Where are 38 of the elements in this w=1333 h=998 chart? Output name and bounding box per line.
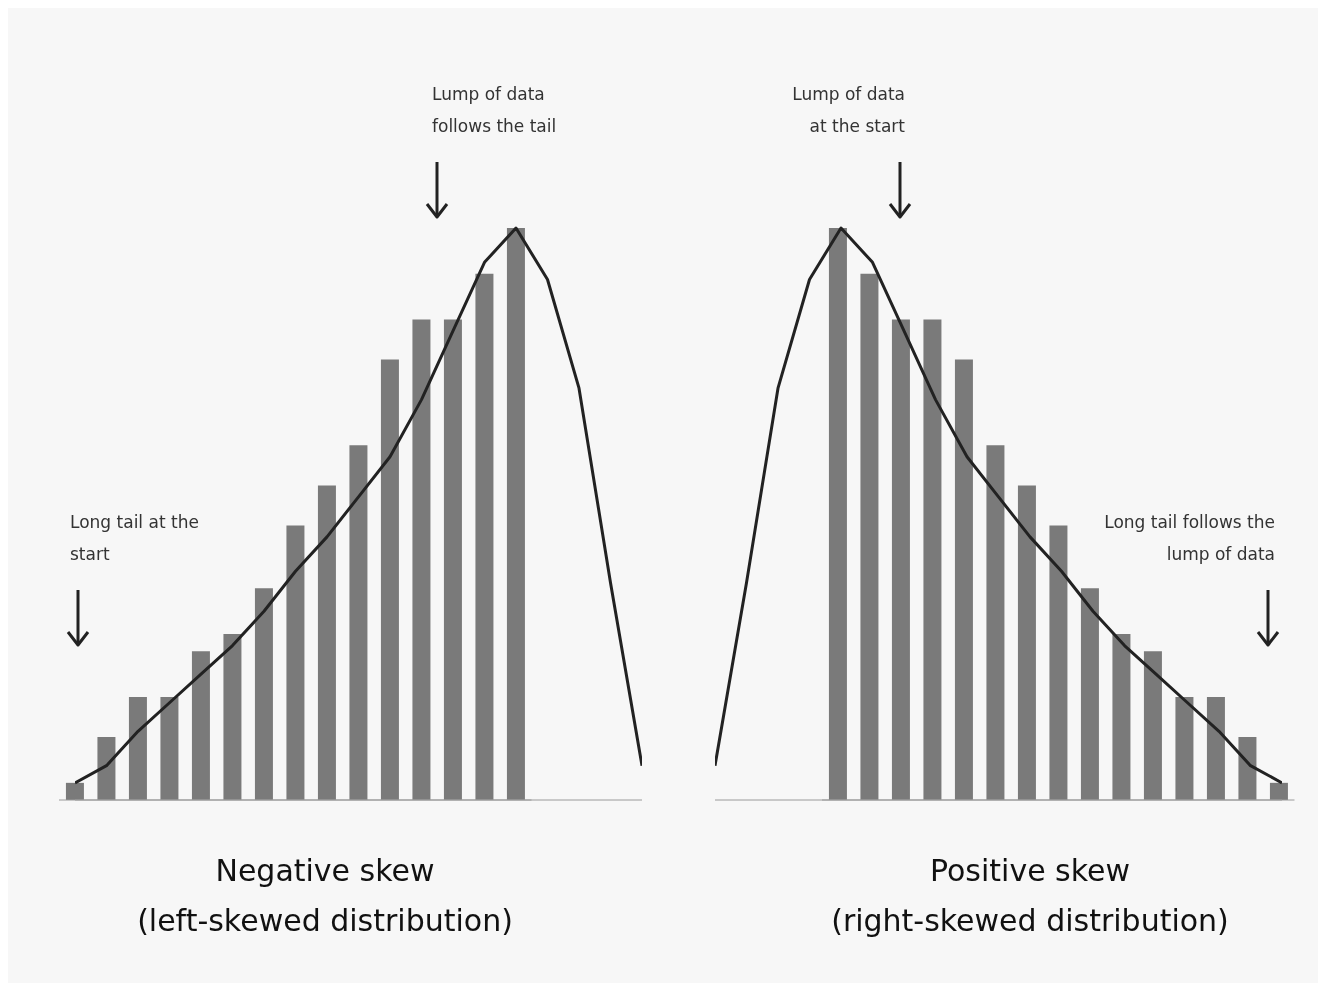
bar xyxy=(1049,525,1068,800)
bar xyxy=(891,319,910,800)
bar xyxy=(254,588,273,800)
bar xyxy=(65,782,84,800)
text: (left-skewed distribution) xyxy=(136,902,514,940)
bar xyxy=(1143,651,1162,800)
bar xyxy=(954,359,973,800)
text: Lump of data follows the tail xyxy=(432,83,558,138)
annotation: Long tail at the start xyxy=(70,511,200,566)
bar xyxy=(506,228,525,800)
bar xyxy=(1175,697,1194,800)
text: (right-skewed distribution) xyxy=(830,902,1230,940)
bar xyxy=(443,319,462,800)
bar xyxy=(128,697,147,800)
bar xyxy=(860,273,879,800)
bar xyxy=(349,445,368,800)
bar xyxy=(1206,697,1225,800)
bar xyxy=(286,525,305,800)
text: Lump of data at the start xyxy=(791,83,905,138)
bar xyxy=(317,485,336,800)
bar xyxy=(380,359,399,800)
bar xyxy=(1238,737,1257,800)
bar xyxy=(97,737,116,800)
bar xyxy=(412,319,431,800)
text: Negative skew xyxy=(214,852,436,890)
bar xyxy=(223,634,242,800)
annotation: Long tail follows the lump of data xyxy=(1103,511,1275,566)
bar xyxy=(1080,588,1099,800)
bar xyxy=(191,651,210,800)
bar xyxy=(1017,485,1036,800)
bar xyxy=(475,273,494,800)
bar xyxy=(1112,634,1131,800)
bar xyxy=(1269,782,1288,800)
bar xyxy=(160,697,179,800)
bar xyxy=(923,319,942,800)
text: Positive skew xyxy=(928,852,1132,890)
bar xyxy=(986,445,1005,800)
bar xyxy=(828,228,847,800)
